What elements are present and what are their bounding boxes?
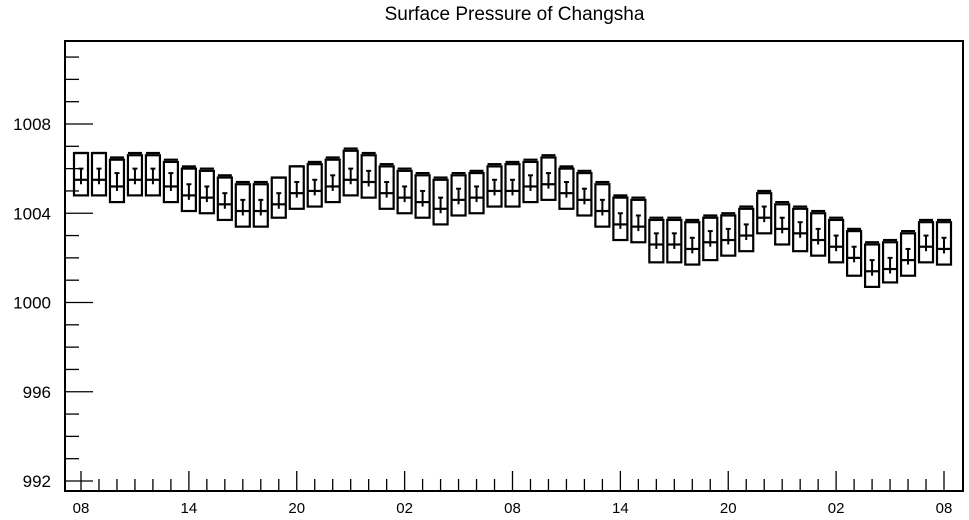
box-item	[72, 151, 90, 197]
box-item	[738, 205, 755, 253]
box-item	[396, 167, 413, 215]
box-item	[576, 169, 593, 217]
x-tick-label: 02	[396, 500, 413, 517]
box-item	[594, 180, 611, 228]
box-item	[792, 205, 809, 253]
box-item	[648, 216, 665, 264]
box-item	[702, 214, 719, 262]
y-tick-label: 992	[23, 472, 51, 491]
plot-frame	[64, 40, 964, 492]
y-tick-label: 1004	[13, 204, 51, 223]
box-item	[432, 176, 449, 226]
box-item	[288, 165, 305, 210]
box-item	[108, 156, 126, 204]
box-item	[90, 151, 108, 197]
x-tick-label: 08	[504, 500, 521, 517]
x-tick-label: 08	[936, 500, 953, 517]
box-item	[774, 200, 791, 246]
box-item	[935, 218, 953, 266]
box-item	[522, 158, 539, 204]
y-tick-label: 996	[23, 383, 51, 402]
boxes-layer	[72, 147, 953, 288]
box-item	[270, 176, 287, 219]
box-item	[252, 180, 269, 228]
box-item	[863, 241, 881, 288]
x-tick-label: 02	[828, 500, 845, 517]
y-tick-label: 1008	[13, 115, 51, 134]
box-item	[828, 216, 845, 264]
box-item	[162, 158, 179, 204]
box-item	[342, 147, 359, 197]
box-item	[846, 227, 863, 277]
box-item	[917, 218, 935, 264]
box-item	[504, 160, 521, 208]
box-item	[612, 194, 629, 242]
box-item	[756, 189, 773, 235]
box-item	[468, 169, 485, 215]
x-tick-label: 14	[181, 500, 198, 517]
box-item	[899, 230, 917, 277]
box-item	[198, 167, 215, 215]
box-item	[180, 165, 197, 213]
box-item	[414, 171, 431, 219]
box-item	[360, 151, 377, 199]
box-item	[378, 163, 395, 210]
box-item	[144, 151, 162, 197]
box-item	[666, 216, 683, 264]
box-item	[234, 180, 251, 228]
box-item	[126, 151, 144, 197]
x-tick-label: 20	[288, 500, 305, 517]
x-tick-label: 08	[73, 500, 90, 517]
box-item	[216, 174, 233, 222]
box-item	[810, 209, 827, 257]
box-item	[881, 238, 899, 284]
box-item	[558, 165, 575, 210]
box-item	[306, 160, 323, 208]
box-item	[450, 171, 467, 217]
box-item	[630, 196, 647, 244]
box-item	[540, 154, 557, 201]
box-item	[720, 212, 737, 257]
box-item	[324, 156, 341, 204]
box-item	[486, 163, 503, 208]
axes-layer: 992 996 1000 1004 1008 08 14 20 02 08 14 20 02 08	[13, 40, 964, 517]
box-item	[684, 218, 701, 266]
x-tick-label: 14	[612, 500, 629, 517]
y-tick-label: 1000	[13, 294, 51, 313]
chart-title: Surface Pressure of Changsha	[384, 4, 645, 25]
x-tick-label: 20	[720, 500, 737, 517]
